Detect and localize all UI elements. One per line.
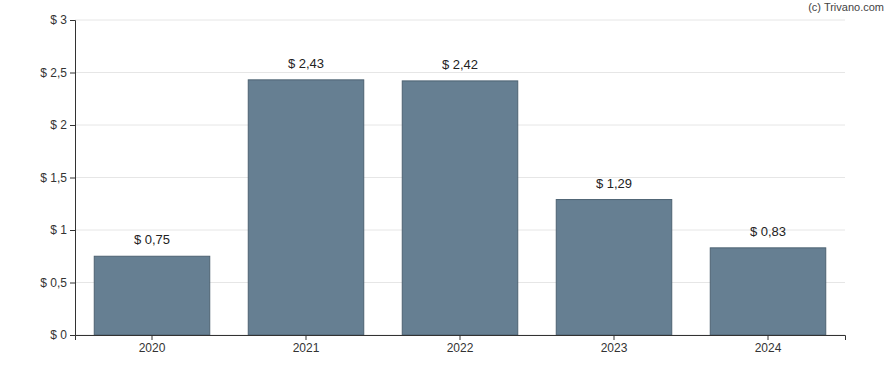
x-tick-label: 2020 <box>139 341 166 355</box>
y-tick: $ 3 <box>50 13 75 27</box>
y-tick-label: $ 0 <box>50 328 67 342</box>
x-tick: 2021 <box>293 335 320 355</box>
data-label: $ 0,83 <box>750 224 786 239</box>
y-tick: $ 2 <box>50 118 75 132</box>
y-tick: $ 0,5 <box>40 276 75 290</box>
y-tick: $ 2,5 <box>40 66 75 80</box>
y-tick-mark <box>70 335 75 336</box>
grid <box>75 20 845 335</box>
x-tick-label: 2021 <box>293 341 320 355</box>
x-tick-label: 2024 <box>755 341 782 355</box>
y-tick-mark <box>70 283 75 284</box>
grid-line <box>75 72 845 73</box>
y-tick-label: $ 2 <box>50 118 67 132</box>
data-label: $ 0,75 <box>134 232 170 247</box>
y-tick: $ 1 <box>50 223 75 237</box>
chart: $ 0$ 0,5$ 1$ 1,5$ 2$ 2,5$ 32020202120222… <box>0 0 888 370</box>
x-axis-line <box>76 336 846 341</box>
y-tick: $ 0 <box>50 328 75 342</box>
x-tick-label: 2023 <box>601 341 628 355</box>
x-tick-label: 2022 <box>447 341 474 355</box>
data-labels: $ 0,75 $ 2,43 $ 2,42 $ 1,29 $ 0,83 <box>134 56 786 247</box>
bar <box>248 80 364 335</box>
data-label: $ 1,29 <box>596 176 632 191</box>
y-tick-label: $ 2,5 <box>40 66 67 80</box>
y-tick-label: $ 3 <box>50 13 67 27</box>
bar <box>94 256 210 335</box>
data-label: $ 2,42 <box>442 57 478 72</box>
x-tick-mark <box>768 335 769 340</box>
x-tick-mark <box>306 335 307 340</box>
x-tick: 2024 <box>755 335 782 355</box>
y-tick-label: $ 1,5 <box>40 171 67 185</box>
y-tick-label: $ 1 <box>50 223 67 237</box>
bar <box>556 200 672 335</box>
y-tick-mark <box>70 20 75 21</box>
x-tick: 2023 <box>601 335 628 355</box>
y-axis: $ 0 $ 0,5 $ 1 $ 1,5 $ 2 $ 2,5 $ 3 <box>40 13 75 342</box>
y-axis-line <box>70 21 76 336</box>
data-label: $ 2,43 <box>288 56 324 71</box>
x-tick: 2022 <box>447 335 474 355</box>
y-tick-mark <box>70 230 75 231</box>
bar <box>710 248 826 335</box>
y-tick: $ 1,5 <box>40 171 75 185</box>
grid-line <box>75 20 845 21</box>
y-tick-mark <box>70 178 75 179</box>
bars <box>94 80 826 335</box>
y-tick-mark <box>70 125 75 126</box>
x-tick-mark <box>460 335 461 340</box>
x-tick: 2020 <box>139 335 166 355</box>
y-tick-mark <box>70 73 75 74</box>
x-tick-mark <box>614 335 615 340</box>
x-axis: 2020 2021 2022 2023 2024 <box>76 335 846 355</box>
watermark: (c) Trivano.com <box>808 1 884 13</box>
y-tick-label: $ 0,5 <box>40 276 67 290</box>
x-tick-mark <box>152 335 153 340</box>
bar <box>402 81 518 335</box>
